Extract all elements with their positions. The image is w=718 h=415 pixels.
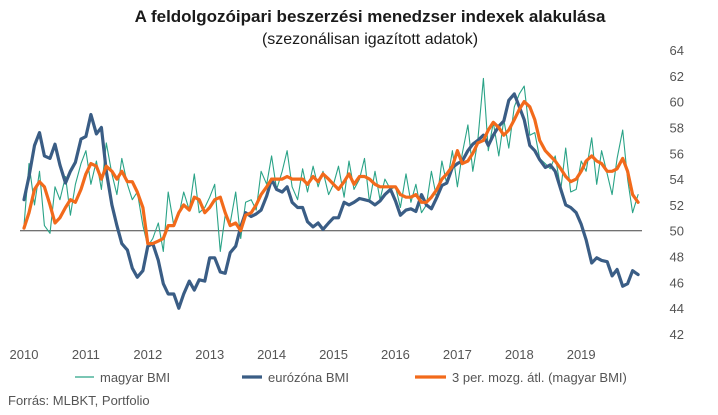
- y-tick-label: 48: [670, 250, 684, 265]
- x-tick-label: 2013: [195, 347, 224, 362]
- x-tick-label: 2016: [381, 347, 410, 362]
- legend-label-eurozona-bmi: eurózóna BMI: [268, 370, 349, 385]
- x-tick-label: 2018: [505, 347, 534, 362]
- x-tick-label: 2011: [72, 347, 100, 362]
- y-tick-label: 56: [670, 146, 684, 161]
- legend-label-moving-average: 3 per. mozg. átl. (magyar BMI): [452, 370, 627, 385]
- chart-subtitle: (szezonálisan igazított adatok): [262, 31, 478, 48]
- x-tick-label: 2010: [10, 347, 39, 362]
- legend: magyar BMI eurózóna BMI 3 per. mozg. átl…: [75, 370, 627, 385]
- y-tick-label: 54: [670, 172, 684, 187]
- y-tick-label: 46: [670, 275, 684, 290]
- y-tick-label: 58: [670, 120, 684, 135]
- y-tick-label: 64: [670, 43, 684, 58]
- series-line-moving-average: [22, 100, 640, 246]
- chart-title: A feldolgozóipari beszerzési menedzser i…: [135, 7, 606, 26]
- y-tick-label: 62: [670, 69, 684, 84]
- x-tick-label: 2012: [133, 347, 162, 362]
- y-tick-label: 50: [670, 224, 684, 239]
- series-line-eurozona-bmi: [22, 92, 640, 310]
- y-tick-label: 60: [670, 95, 684, 110]
- series-layer: [22, 77, 640, 310]
- y-axis-ticks: 42 44 46 48 50 52 54 56 58 60 62 64: [670, 43, 684, 342]
- x-tick-label: 2014: [257, 347, 286, 362]
- x-tick-label: 2017: [443, 347, 472, 362]
- x-axis-ticks: 2010 2011 2012 2013 2014 2015 2016 2017 2018 2019: [10, 347, 596, 362]
- y-tick-label: 42: [670, 327, 684, 342]
- legend-label-magyar-bmi: magyar BMI: [100, 370, 170, 385]
- y-tick-label: 44: [670, 301, 684, 316]
- source-note: Forrás: MLBKT, Portfolio: [8, 393, 150, 408]
- x-tick-label: 2015: [319, 347, 348, 362]
- y-tick-label: 52: [670, 198, 684, 213]
- x-tick-label: 2019: [567, 347, 596, 362]
